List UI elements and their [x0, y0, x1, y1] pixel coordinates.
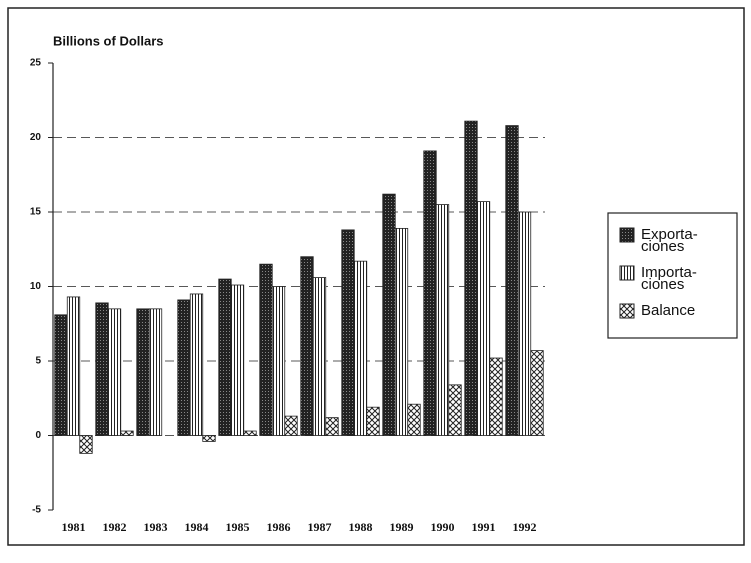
x-tick-label: 1988	[349, 520, 373, 534]
x-tick-label: 1986	[267, 520, 291, 534]
x-tick-label: 1990	[431, 520, 455, 534]
bar	[259, 263, 273, 436]
bar	[95, 302, 109, 436]
bar	[120, 430, 134, 436]
frame	[7, 7, 745, 546]
bar	[325, 417, 339, 436]
bar	[148, 308, 163, 436]
bar	[271, 286, 286, 436]
bar	[382, 193, 396, 436]
x-tick-label: 1983	[144, 520, 168, 534]
bar	[177, 299, 191, 436]
bar	[341, 229, 355, 436]
x-tick-label: 1989	[390, 520, 414, 534]
legend-swatch	[619, 265, 635, 281]
y-tick-label: -5	[32, 505, 41, 516]
x-tick-label: 1981	[62, 520, 86, 534]
bar	[230, 284, 245, 436]
bar	[54, 314, 68, 436]
x-tick-label: 1985	[226, 520, 250, 534]
bar	[243, 430, 257, 436]
x-tick-label: 1992	[513, 520, 537, 534]
bar	[284, 415, 298, 436]
bar	[505, 125, 519, 436]
y-tick-label: 20	[30, 132, 42, 143]
legend-label: Exporta-ciones	[641, 226, 698, 255]
bar	[189, 293, 204, 436]
y-tick-label: 15	[30, 207, 42, 218]
bar	[435, 204, 450, 436]
bar	[530, 350, 544, 436]
bar	[448, 384, 462, 436]
bar	[407, 403, 421, 436]
legend-swatch	[619, 303, 635, 319]
bar	[489, 357, 503, 436]
legend-swatch	[619, 227, 635, 243]
legend-label: Importa-ciones	[641, 264, 697, 293]
bar	[79, 435, 93, 454]
legend-label: Balance	[641, 302, 695, 319]
bar	[300, 256, 314, 436]
y-tick-label: 25	[30, 58, 42, 69]
bar	[107, 308, 122, 436]
bar	[394, 227, 409, 436]
bar	[136, 308, 150, 436]
bar	[353, 260, 368, 436]
bar	[476, 201, 491, 436]
bar	[202, 435, 216, 442]
y-tick-label: 0	[35, 430, 41, 441]
x-tick-label: 1982	[103, 520, 127, 534]
y-tick-label: 10	[30, 281, 42, 292]
bar	[464, 120, 478, 436]
bar	[517, 211, 532, 436]
chart-title: Billions of Dollars	[53, 33, 164, 48]
bar	[312, 277, 327, 436]
x-tick-label: 1984	[185, 520, 209, 534]
bar	[366, 406, 380, 436]
y-tick-label: 5	[35, 356, 41, 367]
x-tick-label: 1987	[308, 520, 332, 534]
x-tick-label: 1991	[472, 520, 496, 534]
bar	[66, 296, 81, 436]
bar	[218, 278, 232, 436]
bar	[423, 150, 437, 436]
